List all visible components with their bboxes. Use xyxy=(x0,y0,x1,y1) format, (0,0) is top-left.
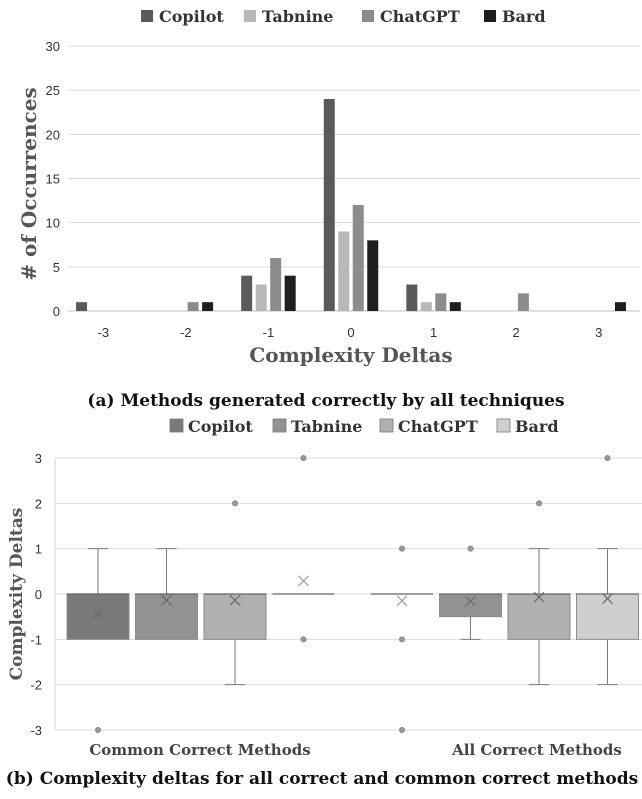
x-tick-label: -3 xyxy=(98,325,110,340)
bar-bard-2 xyxy=(202,302,213,311)
bar-chart-x-ticks: -3 -2 -1 0 1 2 3 xyxy=(98,325,603,340)
legend-swatch-tabnine xyxy=(244,10,256,22)
outlier-point xyxy=(232,501,237,506)
caption-b: (b) Complexity deltas for all correct an… xyxy=(6,769,638,789)
y-tick-label: 25 xyxy=(46,83,60,98)
legend-label-tabnine: Tabnine xyxy=(291,417,362,436)
bar-tabnine-1 xyxy=(256,285,267,312)
caption-a: (a) Methods generated correctly by all t… xyxy=(87,391,564,411)
bar-copilot-1 xyxy=(406,285,417,312)
box-tabnine-common-correct-methods xyxy=(136,549,198,640)
bar-chatgpt-2 xyxy=(188,302,199,311)
bar-bard-0 xyxy=(367,240,378,311)
outlier-point xyxy=(301,455,306,460)
box-chart-legend: Copilot Tabnine ChatGPT Bard xyxy=(170,417,559,436)
legend-swatch-chatgpt xyxy=(380,419,393,432)
bar-bard-1 xyxy=(450,302,461,311)
y-tick-label: 2 xyxy=(35,496,42,511)
x-tick-label: -2 xyxy=(180,325,192,340)
legend-swatch-copilot xyxy=(170,419,183,432)
legend-label-copilot: Copilot xyxy=(159,7,224,26)
bar-chatgpt-0 xyxy=(353,205,364,311)
legend-swatch-copilot xyxy=(141,10,153,22)
y-tick-label: -2 xyxy=(30,678,42,693)
outlier-point xyxy=(536,501,541,506)
bar-tabnine-0 xyxy=(338,232,349,312)
outlier-point xyxy=(468,546,473,551)
y-tick-label: 30 xyxy=(46,39,60,54)
x-tick-label: -1 xyxy=(263,325,275,340)
bar-copilot-0 xyxy=(324,99,335,311)
y-tick-label: 0 xyxy=(53,304,60,319)
legend-label-copilot: Copilot xyxy=(188,417,253,436)
box-body xyxy=(440,594,502,617)
legend-swatch-chatgpt xyxy=(362,10,374,22)
bar-chart-bars xyxy=(76,99,626,311)
legend-swatch-bard xyxy=(484,10,496,22)
legend-swatch-bard xyxy=(497,419,510,432)
box-body xyxy=(508,594,570,639)
y-tick-label: 15 xyxy=(46,172,60,187)
y-tick-label: 3 xyxy=(35,451,42,466)
bar-copilot-1 xyxy=(241,276,252,311)
bar-copilot-3 xyxy=(76,302,87,311)
legend-label-chatgpt: ChatGPT xyxy=(380,7,460,26)
legend-label-bard: Bard xyxy=(502,7,546,26)
bar-bard-3 xyxy=(615,302,626,311)
y-tick-label: 10 xyxy=(46,216,60,231)
box-tabnine-all-correct-methods xyxy=(440,546,502,639)
legend-label-bard: Bard xyxy=(515,417,559,436)
bar-tabnine-1 xyxy=(421,302,432,311)
box-bard-all-correct-methods xyxy=(577,455,639,684)
outlier-point xyxy=(399,546,404,551)
bar-chart-y-ticks: 0 5 10 15 20 25 30 xyxy=(46,39,60,319)
bar-chart-x-axis-label: Complexity Deltas xyxy=(249,343,452,367)
bar-chatgpt-2 xyxy=(518,293,529,311)
bar-chatgpt-1 xyxy=(270,258,281,311)
box-body xyxy=(577,594,639,639)
x-group-label: Common Correct Methods xyxy=(89,741,310,759)
y-tick-label: -3 xyxy=(30,723,42,738)
y-tick-label: -1 xyxy=(30,632,42,647)
legend-label-chatgpt: ChatGPT xyxy=(398,417,478,436)
legend-swatch-tabnine xyxy=(273,419,286,432)
box-chart-y-axis-label: Complexity Deltas xyxy=(7,508,27,681)
bar-chart-y-axis-label: # of Occurrences xyxy=(17,87,41,280)
legend-label-tabnine: Tabnine xyxy=(262,7,333,26)
x-group-label: All Correct Methods xyxy=(451,741,622,759)
outlier-point xyxy=(605,455,610,460)
box-body xyxy=(67,594,129,639)
x-tick-label: 3 xyxy=(595,325,602,340)
box-copilot-common-correct-methods xyxy=(67,549,129,733)
y-tick-label: 1 xyxy=(35,542,42,557)
y-tick-label: 0 xyxy=(35,587,42,602)
box-chart-y-ticks: -3 -2 -1 0 1 2 3 xyxy=(30,451,42,738)
box-chatgpt-all-correct-methods xyxy=(508,501,570,685)
x-tick-label: 0 xyxy=(347,325,354,340)
outlier-point xyxy=(399,727,404,732)
outlier-point xyxy=(301,637,306,642)
y-tick-label: 20 xyxy=(46,127,60,142)
x-tick-label: 2 xyxy=(513,325,520,340)
bar-bard-1 xyxy=(285,276,296,311)
outlier-point xyxy=(95,727,100,732)
outlier-point xyxy=(399,637,404,642)
bar-chatgpt-1 xyxy=(435,293,446,311)
box-chatgpt-common-correct-methods xyxy=(204,501,266,685)
x-tick-label: 1 xyxy=(430,325,437,340)
y-tick-label: 5 xyxy=(53,260,60,275)
bar-chart-legend: Copilot Tabnine ChatGPT Bard xyxy=(141,7,546,26)
box-chart-x-ticks: Common Correct Methods All Correct Method… xyxy=(89,741,622,759)
